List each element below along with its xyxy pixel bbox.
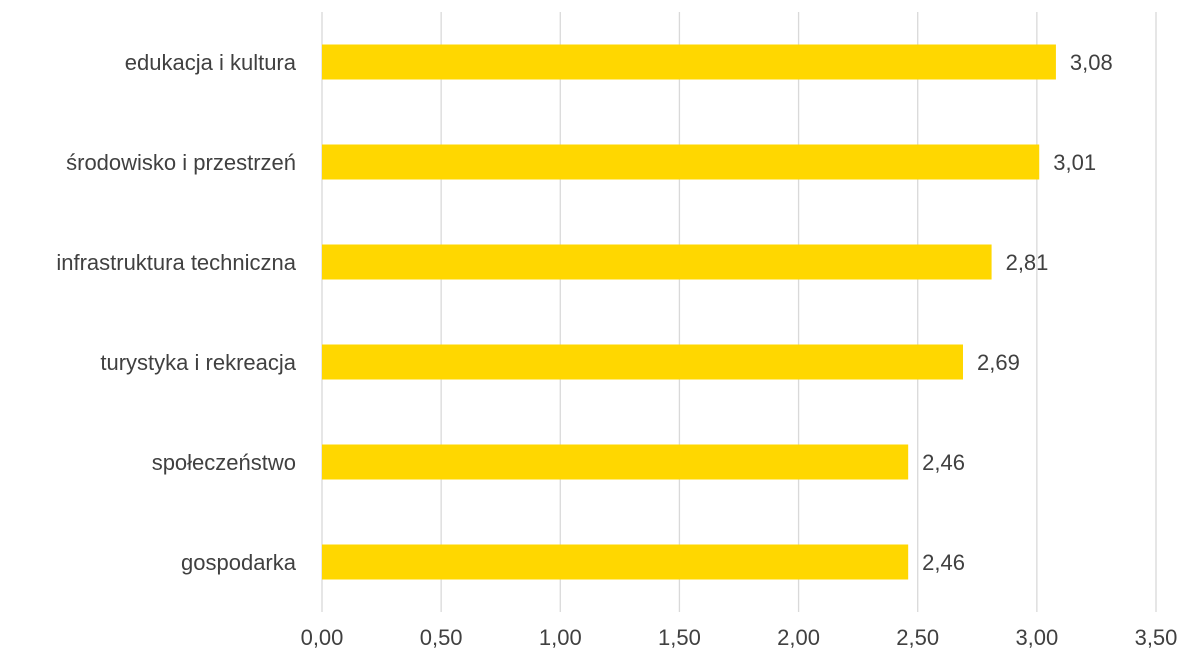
gridlines (321, 12, 1157, 612)
x-tick-label: 1,50 (658, 625, 701, 650)
data-label: 2,46 (922, 450, 965, 475)
x-tick-label: 3,50 (1135, 625, 1178, 650)
x-tick-label: 0,50 (420, 625, 463, 650)
category-label: edukacja i kultura (125, 50, 297, 75)
x-tick-label: 2,50 (896, 625, 939, 650)
bar (322, 144, 1040, 180)
category-label: środowisko i przestrzeń (66, 150, 296, 175)
bar (322, 444, 909, 480)
x-tick-label: 2,00 (777, 625, 820, 650)
bar (322, 544, 909, 580)
bar (322, 44, 1056, 80)
bar (322, 244, 992, 280)
bars (322, 44, 1056, 580)
labels: 0,00 0,50 1,00 1,50 2,00 2,50 3,00 3,50 edukacja… (56, 50, 1177, 650)
category-label: gospodarka (181, 550, 297, 575)
bar (322, 344, 963, 380)
data-label: 3,01 (1053, 150, 1096, 175)
data-label: 3,08 (1070, 50, 1113, 75)
category-label: turystyka i rekreacja (100, 350, 296, 375)
category-label: infrastruktura techniczna (56, 250, 296, 275)
data-label: 2,81 (1006, 250, 1049, 275)
x-tick-label: 0,00 (301, 625, 344, 650)
data-label: 2,69 (977, 350, 1020, 375)
x-tick-label: 3,00 (1015, 625, 1058, 650)
data-label: 2,46 (922, 550, 965, 575)
x-tick-label: 1,00 (539, 625, 582, 650)
category-label: społeczeństwo (152, 450, 296, 475)
